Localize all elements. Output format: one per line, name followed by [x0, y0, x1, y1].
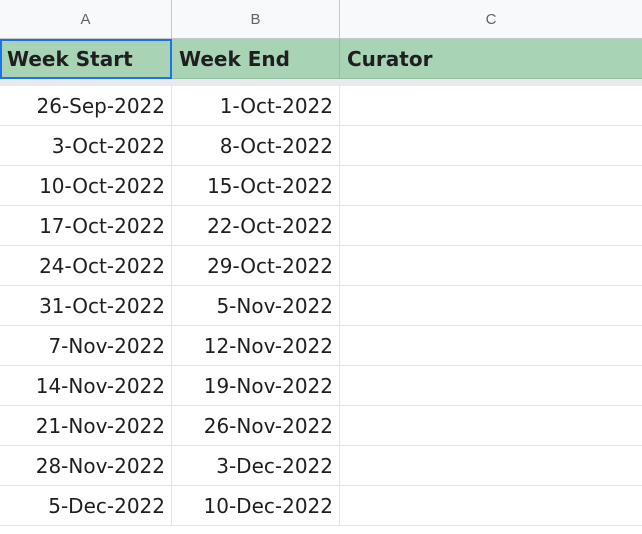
week-start-cell[interactable]: 3-Oct-2022 [0, 126, 172, 166]
week-start-cell[interactable]: 17-Oct-2022 [0, 206, 172, 246]
week-end-cell[interactable]: 29-Oct-2022 [172, 246, 340, 286]
week-end-cell[interactable]: 10-Dec-2022 [172, 486, 340, 526]
cell-a1-week-start[interactable]: Week Start [0, 39, 172, 79]
week-end-cell[interactable]: 8-Oct-2022 [172, 126, 340, 166]
curator-cell[interactable] [340, 406, 642, 446]
table-row: 21-Nov-2022 26-Nov-2022 [0, 406, 642, 446]
curator-cell[interactable] [340, 206, 642, 246]
week-end-cell[interactable]: 12-Nov-2022 [172, 326, 340, 366]
curator-cell[interactable] [340, 166, 642, 206]
header-row: Week Start Week End Curator [0, 39, 642, 79]
week-start-cell[interactable]: 5-Dec-2022 [0, 486, 172, 526]
week-end-cell[interactable]: 3-Dec-2022 [172, 446, 340, 486]
curator-cell[interactable] [340, 366, 642, 406]
table-row: 26-Sep-2022 1-Oct-2022 [0, 86, 642, 126]
week-end-cell[interactable]: 1-Oct-2022 [172, 86, 340, 126]
curator-cell[interactable] [340, 286, 642, 326]
week-start-cell[interactable]: 26-Sep-2022 [0, 86, 172, 126]
week-end-cell[interactable]: 22-Oct-2022 [172, 206, 340, 246]
week-end-cell[interactable]: 19-Nov-2022 [172, 366, 340, 406]
week-start-cell[interactable]: 24-Oct-2022 [0, 246, 172, 286]
curator-cell[interactable] [340, 446, 642, 486]
week-end-cell[interactable]: 5-Nov-2022 [172, 286, 340, 326]
column-header-c[interactable]: C [485, 10, 497, 28]
week-start-cell[interactable]: 7-Nov-2022 [0, 326, 172, 366]
week-end-cell[interactable]: 26-Nov-2022 [172, 406, 340, 446]
frozen-row-divider[interactable] [0, 79, 642, 86]
table-row: 28-Nov-2022 3-Dec-2022 [0, 446, 642, 486]
table-row: 5-Dec-2022 10-Dec-2022 [0, 486, 642, 526]
column-header-a[interactable]: A [0, 0, 172, 38]
cell-c1-curator[interactable]: Curator [347, 47, 433, 71]
curator-cell[interactable] [340, 86, 642, 126]
week-start-cell[interactable]: 31-Oct-2022 [0, 286, 172, 326]
week-end-cell[interactable]: 15-Oct-2022 [172, 166, 340, 206]
table-row: 31-Oct-2022 5-Nov-2022 [0, 286, 642, 326]
week-start-cell[interactable]: 14-Nov-2022 [0, 366, 172, 406]
table-row: 7-Nov-2022 12-Nov-2022 [0, 326, 642, 366]
column-header-bar: A B C [0, 0, 642, 39]
table-row: 24-Oct-2022 29-Oct-2022 [0, 246, 642, 286]
table-row: 17-Oct-2022 22-Oct-2022 [0, 206, 642, 246]
table-row: 3-Oct-2022 8-Oct-2022 [0, 126, 642, 166]
data-grid: 26-Sep-2022 1-Oct-2022 3-Oct-2022 8-Oct-202… [0, 86, 642, 526]
week-start-cell[interactable]: 21-Nov-2022 [0, 406, 172, 446]
table-row: 10-Oct-2022 15-Oct-2022 [0, 166, 642, 206]
curator-cell[interactable] [340, 486, 642, 526]
curator-cell[interactable] [340, 246, 642, 286]
week-start-cell[interactable]: 28-Nov-2022 [0, 446, 172, 486]
cell-b1-week-end[interactable]: Week End [172, 39, 340, 79]
week-start-cell[interactable]: 10-Oct-2022 [0, 166, 172, 206]
curator-cell[interactable] [340, 326, 642, 366]
column-header-b[interactable]: B [172, 0, 340, 38]
curator-cell[interactable] [340, 126, 642, 166]
table-row: 14-Nov-2022 19-Nov-2022 [0, 366, 642, 406]
